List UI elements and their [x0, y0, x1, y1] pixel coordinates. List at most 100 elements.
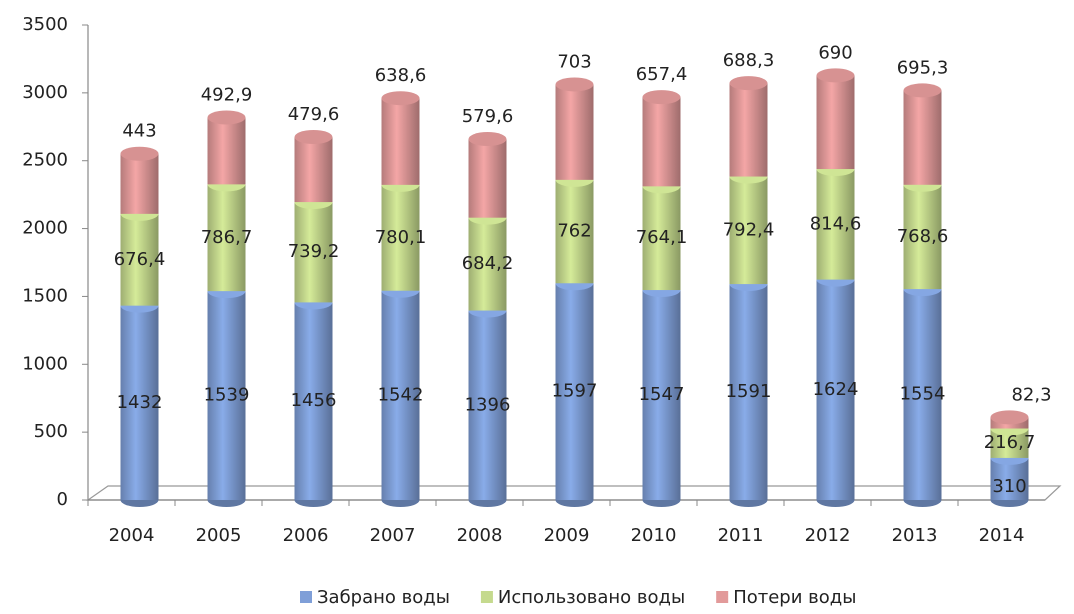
value-label: 1396 — [465, 394, 511, 415]
cylinder-cap — [381, 91, 420, 106]
x-tick-label: 2013 — [892, 525, 938, 546]
x-tick-label: 2008 — [457, 525, 503, 546]
legend-swatch — [480, 591, 493, 603]
value-label: 492,9 — [201, 84, 253, 105]
cylinder-cap — [729, 76, 768, 91]
cylinder-cap — [207, 110, 246, 125]
x-tick-label: 2014 — [979, 525, 1025, 546]
value-label: 1432 — [117, 392, 163, 413]
bar — [120, 305, 159, 500]
y-tick-label: 500 — [34, 421, 68, 442]
x-tick-label: 2009 — [544, 525, 590, 546]
bar — [555, 283, 594, 500]
bar — [903, 289, 942, 500]
value-label: 1539 — [204, 385, 250, 406]
bar — [468, 217, 507, 311]
bar — [207, 117, 246, 185]
value-label: 739,2 — [288, 241, 340, 262]
legend-label: Забрано воды — [317, 587, 450, 608]
cylinder-cap — [120, 146, 159, 161]
bar — [294, 302, 333, 500]
bar — [294, 202, 333, 303]
bar — [381, 184, 420, 291]
x-tick-label: 2006 — [283, 525, 329, 546]
cylinder-cap — [294, 129, 333, 144]
x-tick-label: 2010 — [631, 525, 677, 546]
bar — [816, 279, 855, 500]
bar — [642, 186, 681, 291]
value-label: 780,1 — [375, 227, 427, 248]
cylinder-cap — [903, 83, 942, 98]
value-label: 676,4 — [114, 249, 166, 270]
bar — [990, 457, 1029, 500]
y-tick-label: 0 — [57, 489, 68, 510]
bar — [642, 290, 681, 500]
value-label: 638,6 — [375, 65, 427, 86]
value-label: 1456 — [291, 390, 337, 411]
bar — [207, 184, 246, 292]
y-tick-label: 1500 — [22, 285, 68, 306]
bar — [120, 153, 159, 214]
value-label: 216,7 — [984, 432, 1036, 453]
legend-label: Использовано воды — [498, 587, 685, 608]
value-label: 1554 — [900, 384, 946, 405]
value-label: 695,3 — [897, 57, 949, 78]
x-tick-label: 2004 — [109, 525, 155, 546]
value-label: 764,1 — [636, 227, 688, 248]
bar — [816, 169, 855, 280]
bar — [729, 83, 768, 177]
value-label: 768,6 — [897, 226, 949, 247]
x-tick-label: 2005 — [196, 525, 242, 546]
cylinder-cap — [468, 132, 507, 147]
cylinder-cap — [990, 410, 1029, 425]
value-label: 703 — [557, 51, 591, 72]
value-label: 443 — [122, 121, 156, 142]
bar — [207, 291, 246, 500]
value-label: 479,6 — [288, 104, 340, 125]
y-tick-label: 2500 — [22, 150, 68, 171]
value-label: 684,2 — [462, 253, 514, 274]
y-tick-label: 3500 — [22, 14, 68, 35]
value-label: 1591 — [726, 381, 772, 402]
bar — [555, 84, 594, 180]
legend-label: Потери воды — [733, 587, 856, 608]
bar — [903, 90, 942, 185]
cylinder-cap — [555, 77, 594, 92]
x-tick-label: 2011 — [718, 525, 764, 546]
bar — [729, 176, 768, 285]
value-label: 786,7 — [201, 227, 253, 248]
x-tick-label: 2012 — [805, 525, 851, 546]
value-label: 762 — [557, 221, 591, 242]
bar — [381, 290, 420, 500]
bar — [729, 284, 768, 500]
cylinder-cap — [816, 68, 855, 83]
y-tick-label: 3000 — [22, 82, 68, 103]
legend-swatch — [716, 591, 729, 603]
bar — [468, 139, 507, 218]
value-label: 310 — [992, 476, 1026, 497]
bar — [555, 179, 594, 284]
bar — [381, 98, 420, 185]
value-label: 82,3 — [1011, 384, 1051, 405]
bar — [903, 184, 942, 290]
bar — [294, 136, 333, 203]
x-tick-label: 2007 — [370, 525, 416, 546]
bar — [468, 310, 507, 500]
value-label: 657,4 — [636, 64, 688, 85]
value-label: 1624 — [813, 379, 859, 400]
value-label: 1547 — [639, 384, 685, 405]
value-label: 1597 — [552, 381, 598, 402]
bar — [642, 97, 681, 187]
y-tick-label: 2000 — [22, 218, 68, 239]
value-label: 792,4 — [723, 219, 775, 240]
bar — [120, 213, 159, 306]
legend-swatch — [300, 591, 312, 603]
value-label: 1542 — [378, 384, 424, 405]
y-tick-label: 1000 — [22, 353, 68, 374]
value-label: 690 — [818, 42, 852, 63]
value-label: 688,3 — [723, 50, 775, 71]
bar — [816, 75, 855, 170]
value-label: 814,6 — [810, 213, 862, 234]
value-label: 579,6 — [462, 106, 514, 127]
